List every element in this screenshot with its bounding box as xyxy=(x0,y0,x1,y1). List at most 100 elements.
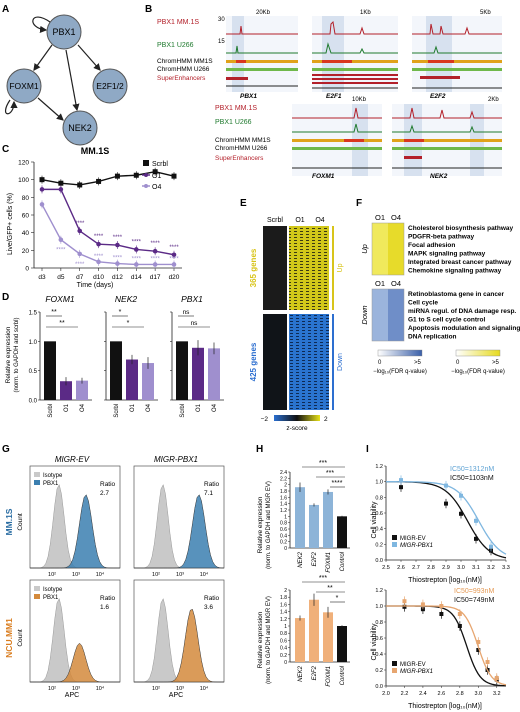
f-yellow-max: >5 xyxy=(492,360,500,366)
c-series-o4 xyxy=(41,204,174,266)
i-ytick-label: 1.0 xyxy=(375,604,383,610)
c-stars-o4: **** xyxy=(132,256,142,262)
f-up-o4-cells xyxy=(388,223,404,275)
heatmap-up-oligos xyxy=(289,226,329,310)
heatmap-col-o1: O1 xyxy=(295,217,304,224)
g-xtick-label: 10³ xyxy=(72,572,80,578)
panel-d: D Relative expression (norm. to GAPDH an… xyxy=(2,292,224,418)
chart-c-xlabel: Time (days) xyxy=(77,282,114,289)
i-legend-pbx1: MIGR-PBX1 xyxy=(400,543,433,549)
f-down-o1-cells xyxy=(372,289,388,341)
c-xtick-label: d20 xyxy=(169,274,180,281)
g-ratio-value: 3.6 xyxy=(204,604,213,611)
g-col-pbx1: MIGR-PBX1 xyxy=(154,455,198,464)
f-up-pathway-3: MAPK signaling pathway xyxy=(408,251,486,258)
c-stars-o4: **** xyxy=(75,262,85,268)
h-ytick-label: 0 xyxy=(284,546,287,552)
i-ic50-top-ev: IC50=1103nM xyxy=(450,475,494,482)
i-ytick-label: 1.2 xyxy=(375,588,383,594)
f-down-pathway-4: Apoptosis modulation and signaling xyxy=(408,325,520,332)
f-blue-min: 0 xyxy=(378,360,382,366)
h-ylabel-top-2: (norm. to GAPDH and MIGR EV) xyxy=(266,481,272,569)
chart-d-plots: 0.0 0.5 1.0 1.5 Scrbl O1 O4 Scrbl O1 O4 Scrbl O1 O4 xyxy=(29,311,224,418)
gene-nek2: NEK2 xyxy=(430,173,448,180)
i-ytick-label: 0.2 xyxy=(375,668,383,674)
legend-scrbl: Scrbl xyxy=(152,161,168,168)
h-bar-foxm1 xyxy=(323,612,333,662)
c-point-scrbl xyxy=(114,173,120,179)
i-point-migr-pbx1 xyxy=(444,483,448,488)
scale-30: 30 xyxy=(218,17,225,23)
f-down-tag: Down xyxy=(360,305,369,324)
f-down-pathway-5: DNA replication xyxy=(408,334,457,341)
g-xlabel-right: APC xyxy=(169,692,183,699)
h-bar-control xyxy=(337,626,347,662)
i-ytick-label: 0.8 xyxy=(375,495,383,501)
arrow-foxm1-nek2 xyxy=(37,97,64,121)
c-point-scrbl xyxy=(96,178,102,184)
h-ytick-label: 0.4 xyxy=(280,533,287,539)
node-e2f xyxy=(92,68,128,104)
c-point-scrbl xyxy=(39,177,45,183)
h-bar-nek2 xyxy=(295,487,305,548)
g-legend-pbx1-swatch xyxy=(34,594,40,599)
i-point-migr-pbx1 xyxy=(489,544,493,549)
i-xtick-label: 2.8 xyxy=(456,691,464,697)
f-down-pathway-0: Retinoblastoma gene in cancer xyxy=(408,291,505,298)
g-ratio-value: 7.1 xyxy=(204,490,213,497)
i-point-migr-ev xyxy=(474,536,478,541)
c-stars-o1: **** xyxy=(94,234,104,240)
g-pbx1-hist xyxy=(30,642,120,683)
chart-d-pbx1-title: PBX1 xyxy=(181,294,203,304)
f-up-pathway-0: Cholesterol biosynthesis pathway xyxy=(408,225,513,232)
heatmap-down-count: 425 genes xyxy=(249,342,258,381)
panel-h: H Relative expression (norm. to GAPDH an… xyxy=(256,444,350,687)
i-point-migr-ev xyxy=(457,624,462,628)
i-point-migr-pbx1 xyxy=(459,493,463,498)
c-point-scrbl xyxy=(77,182,83,188)
f-yellow-min: 0 xyxy=(456,360,460,366)
c-ytick-label: 40 xyxy=(22,230,30,237)
i-xtick-label: 2.7 xyxy=(412,565,420,571)
heatmap-col-scrbl: Scrbl xyxy=(267,217,283,224)
h-bar-control xyxy=(337,516,347,548)
h-ytick-label: 1 xyxy=(284,514,287,520)
g-xtick-label: 10⁴ xyxy=(96,571,105,578)
d-bar-o1 xyxy=(192,347,204,400)
i-point-migr-ev xyxy=(476,648,481,652)
i-ytick-label: 0.4 xyxy=(375,527,383,533)
c-point-o4 xyxy=(115,261,120,266)
i-xtick-label: 2.5 xyxy=(382,565,390,571)
i-point-migr-pbx1 xyxy=(399,478,403,483)
d-bar-scrbl xyxy=(110,341,122,400)
g-legend-isotype-swatch xyxy=(34,586,40,591)
i-fit-migr-pbx1 xyxy=(385,605,507,686)
g-xlabel-left: APC xyxy=(65,692,79,699)
heatmap-up-scrbl xyxy=(263,226,287,310)
sig-pbx1-1: ns xyxy=(183,309,191,316)
d-bar-o4 xyxy=(142,363,154,400)
c-point-scrbl xyxy=(58,180,64,186)
h-sig-bottom-1: *** xyxy=(319,575,327,582)
i-ytick-label: 0.6 xyxy=(375,511,383,517)
c-point-o4 xyxy=(58,237,64,243)
c-point-scrbl xyxy=(171,173,177,179)
arrow-foxm1-self xyxy=(4,99,18,115)
d-ytick-label: 1.5 xyxy=(29,311,38,317)
i-legend-ev: MIGR-EV xyxy=(400,662,426,668)
i-xlabel-bottom: Thiostrepton [log₁₀(nM)] xyxy=(408,703,482,710)
chart-d-nek2-title: NEK2 xyxy=(115,294,137,304)
i-xtick-label: 3.3 xyxy=(502,565,510,571)
node-nek2 xyxy=(62,110,98,146)
track-label-pbx1-mm1s-2: PBX1 MM.1S xyxy=(215,105,257,112)
f-up-pathway-1: PDGFR-beta pathway xyxy=(408,234,474,241)
chart-c-legend: Scrbl O1 O4 xyxy=(142,160,168,191)
node-foxm1-label: FOXM1 xyxy=(9,81,39,91)
i-ic50-bottom-pbx1: IC50=993nM xyxy=(454,588,494,595)
c-ytick-label: 0 xyxy=(25,266,29,273)
browser-foxm1: 10Kb FOXM1 xyxy=(292,97,382,180)
f-up-tag: Up xyxy=(360,244,369,254)
panel-g: G MIGR-EV MIGR-PBX1 MM.1S NCU.MM1 Count … xyxy=(2,444,225,699)
c-series-scrbl xyxy=(41,171,175,186)
i-legend-pbx1: MIGR-PBX1 xyxy=(400,669,433,675)
